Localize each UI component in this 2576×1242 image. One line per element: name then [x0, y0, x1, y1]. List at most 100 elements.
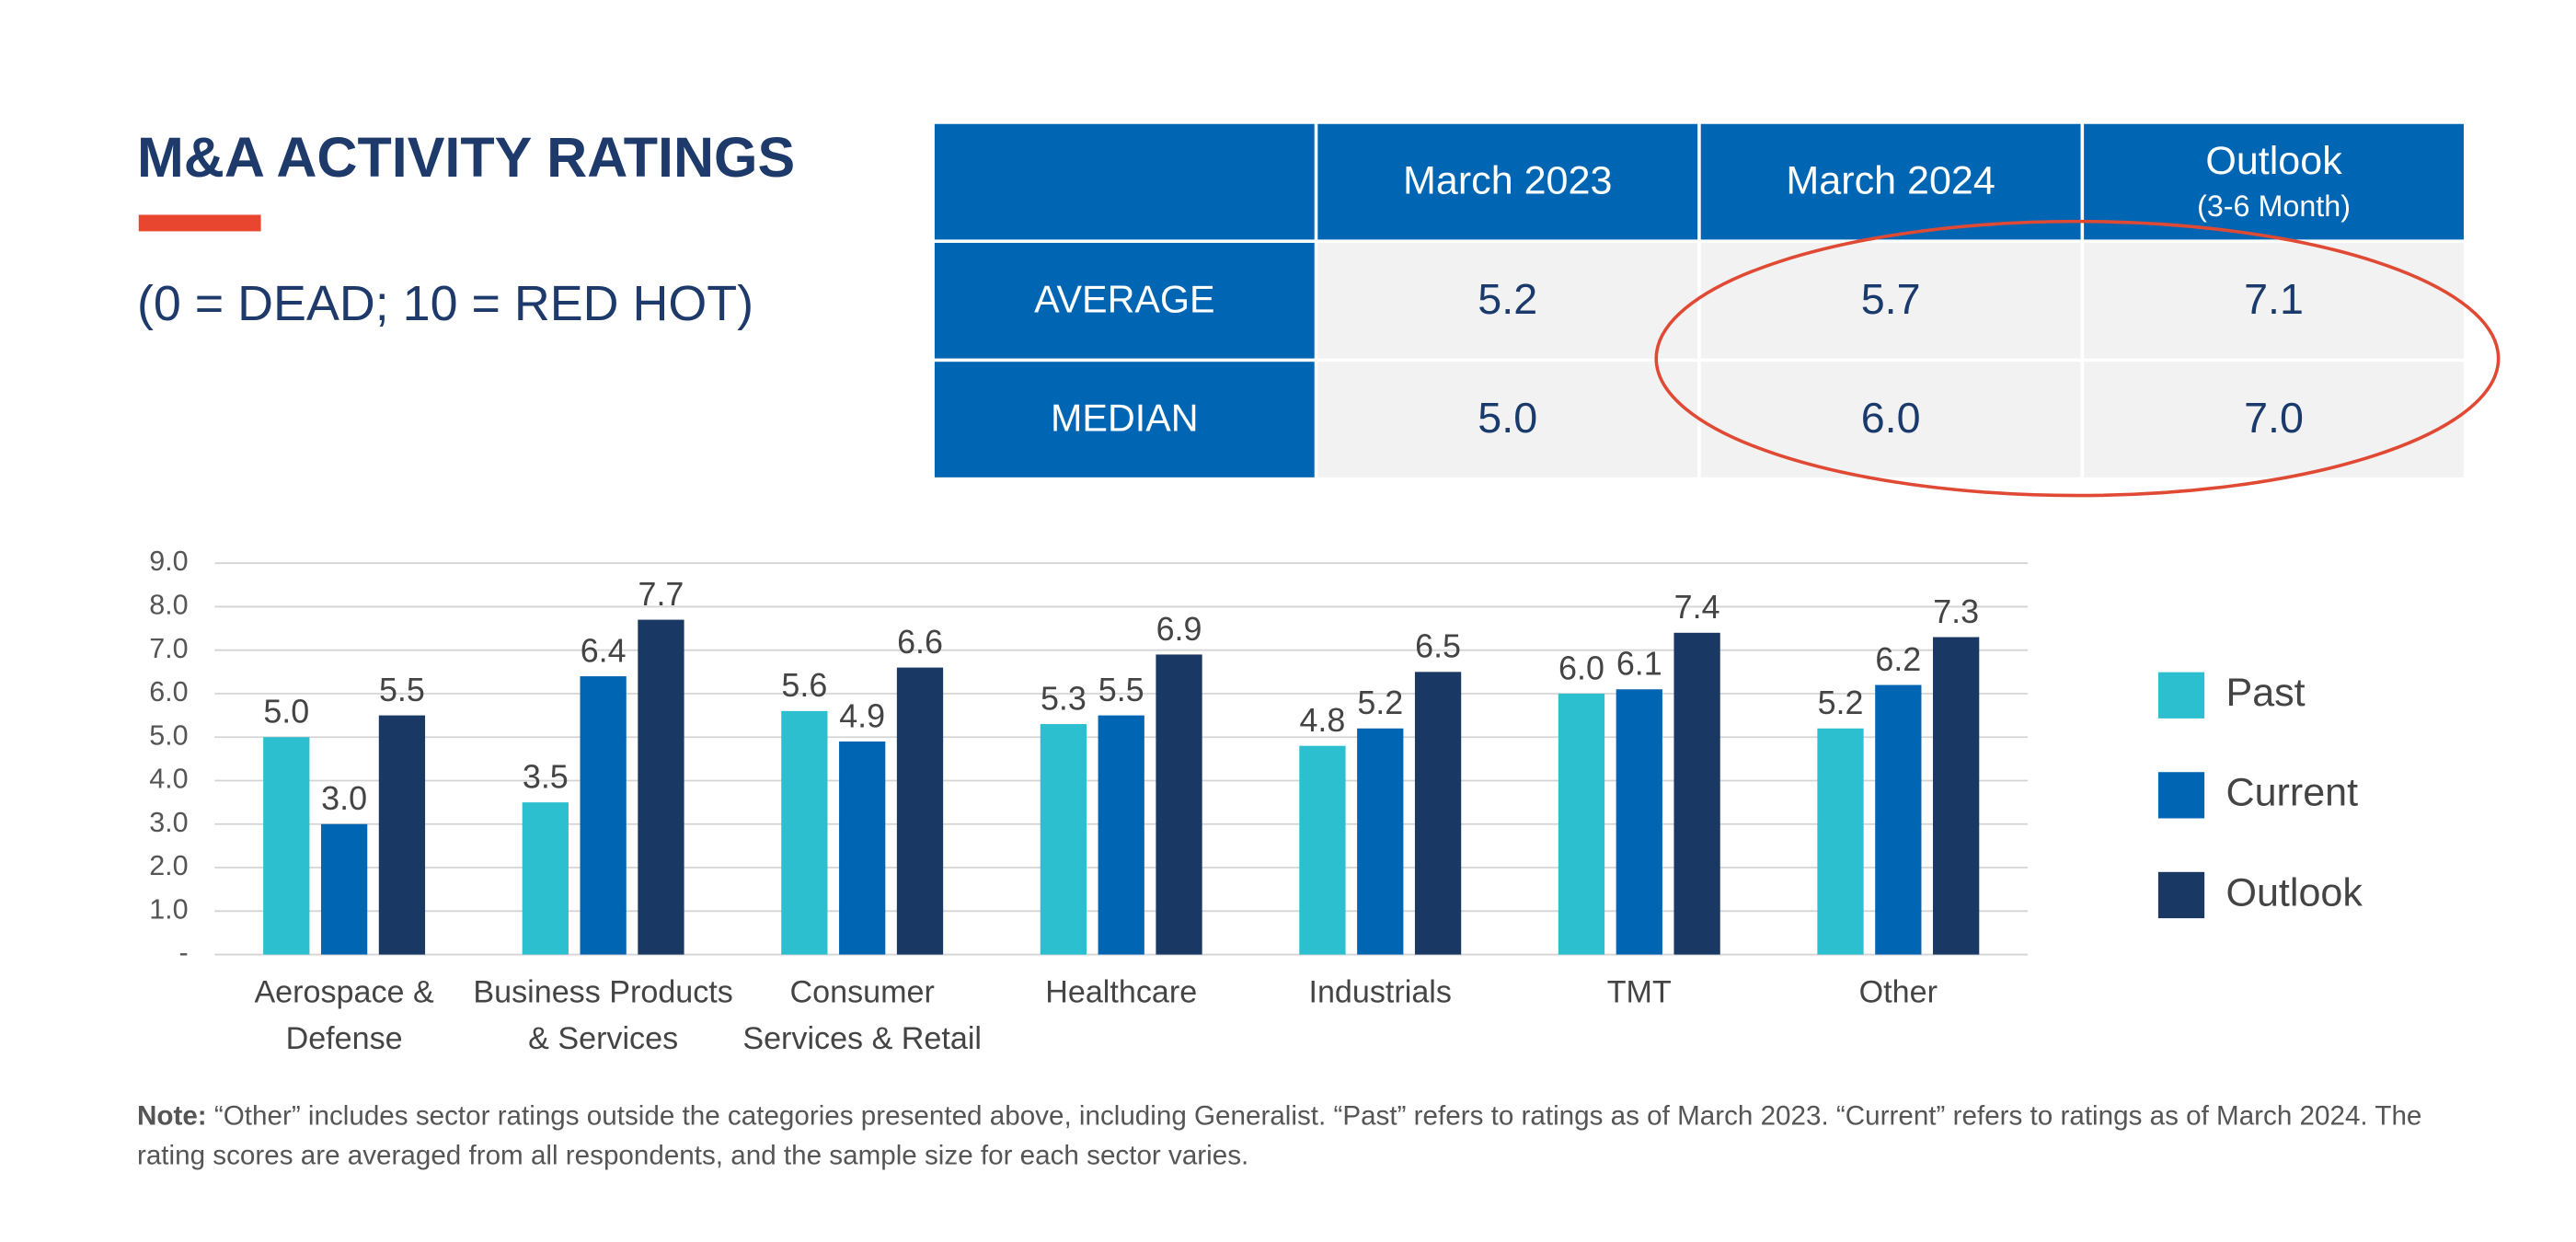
table-row-label: AVERAGE: [1034, 278, 1214, 320]
x-tick-label-box: Industrials: [1308, 975, 1452, 1011]
value-label: 4.9: [839, 697, 885, 734]
table-header-cell: [2084, 123, 2464, 240]
table-row-label-cell: [934, 362, 1315, 477]
bar: [1817, 728, 1864, 955]
y-tick-label: 8.0: [149, 590, 188, 621]
legend-swatch: [2157, 772, 2205, 819]
bar: [522, 802, 569, 955]
chart: - 1.0 2.0 3.0 4.0 5.0 6.0 7.0 8.0 9.0 Aerospace & …: [149, 546, 2363, 1057]
bar: [1616, 689, 1662, 955]
value-label: 5.5: [379, 672, 425, 708]
table-value: 7.1: [2244, 275, 2304, 323]
note: Note: “Other” includes sector ratings ou…: [137, 1097, 2482, 1176]
value-label: 6.6: [897, 624, 943, 661]
table-header-cell: [1700, 123, 2081, 240]
title: M&A ACTIVITY RATINGS: [137, 126, 795, 189]
x-tick-label: TMT: [1606, 975, 1672, 1011]
note-box: Note: “Other” includes sector ratings ou…: [137, 1097, 2482, 1176]
table-value: 5.0: [1478, 394, 1537, 442]
x-tick-label-box: TMT: [1606, 975, 1672, 1011]
value-label: 3.0: [321, 780, 367, 817]
table-value: 5.2: [1478, 275, 1537, 323]
x-tick-label-box: Healthcare: [1045, 975, 1198, 1011]
legend-label: Past: [2225, 671, 2305, 715]
value-label: 5.2: [1357, 684, 1403, 721]
table-row-label: MEDIAN: [1051, 397, 1199, 440]
value-label: 5.3: [1041, 680, 1087, 717]
value-label: 6.4: [581, 632, 627, 669]
value-label: 5.5: [1098, 672, 1144, 708]
bar: [839, 741, 886, 955]
value-label: 5.2: [1818, 684, 1864, 721]
legend-label: Current: [2225, 771, 2358, 815]
x-tick-label-box: Business Products & Services: [473, 975, 733, 1057]
value-label: 6.2: [1875, 641, 1921, 678]
x-tick-label: Other: [1858, 975, 1938, 1011]
table-cell: [1317, 242, 1698, 359]
bar: [1933, 637, 1980, 955]
bar: [781, 710, 828, 955]
highlight-ellipse: [1654, 219, 2501, 498]
x-tick-label: Healthcare: [1045, 975, 1198, 1011]
table-value: 5.7: [1861, 275, 1921, 323]
bar: [1299, 745, 1346, 955]
value-label: 4.8: [1299, 702, 1345, 739]
value-label: 6.5: [1415, 628, 1461, 665]
x-tick-label: Industrials: [1308, 975, 1452, 1011]
table-value: 7.0: [2244, 394, 2304, 442]
x-tick-label: Aerospace & Defense: [254, 975, 434, 1057]
x-tick-label: Business Products & Services: [473, 975, 733, 1057]
table-cell: [1317, 362, 1698, 477]
bar: [1414, 672, 1462, 955]
table-header: March 2023: [1403, 159, 1612, 203]
y-tick-label: 1.0: [149, 893, 188, 925]
table-corner: [934, 123, 1315, 240]
value-label: 7.7: [638, 576, 684, 613]
table-cell: [1700, 362, 2081, 477]
note-text: “Other” includes sector ratings outside …: [136, 1101, 2422, 1171]
table-cell: [2084, 242, 2464, 359]
x-tick-label-box: Other: [1858, 975, 1938, 1011]
table-value: 6.0: [1861, 394, 1921, 442]
y-tick-label: 6.0: [149, 676, 188, 707]
value-label: 5.0: [263, 694, 309, 730]
value-label: 7.3: [1933, 593, 1979, 630]
table-header-note: (3-6 Month): [2197, 190, 2351, 223]
subtitle: (0 = DEAD; 10 = RED HOT): [137, 276, 753, 331]
y-tick-label: 7.0: [149, 633, 188, 664]
bar: [263, 737, 310, 955]
table-header: March 2024: [1786, 159, 1995, 203]
y-tick-label: 9.0: [149, 546, 188, 577]
value-label: 3.5: [523, 758, 569, 795]
x-tick-label: Consumer Services & Retail: [742, 975, 982, 1057]
x-tick-label-box: Consumer Services & Retail: [742, 975, 982, 1057]
legend-swatch: [2157, 871, 2205, 919]
bar: [638, 619, 684, 955]
y-tick-label: 4.0: [149, 764, 188, 795]
bar: [896, 667, 944, 955]
value-label: 5.6: [781, 667, 827, 704]
title-accent: [138, 214, 261, 232]
bar: [1040, 724, 1087, 955]
table-header: Outlook: [2205, 139, 2342, 183]
bar: [1875, 684, 1922, 955]
table-cell: [2084, 362, 2464, 477]
legend-swatch: [2157, 672, 2205, 719]
table-row-label-cell: [934, 242, 1315, 359]
table-cell: [1700, 242, 2081, 359]
bar: [1357, 728, 1404, 955]
y-tick-label: -: [178, 937, 188, 969]
y-tick-label: 5.0: [149, 719, 188, 751]
x-tick-label-box: Aerospace & Defense: [254, 975, 434, 1057]
table: March 2023 March 2024 Outlook (3-6 Month) AV…: [934, 123, 2464, 477]
value-label: 7.4: [1674, 589, 1720, 626]
value-label: 6.9: [1156, 611, 1202, 648]
bar: [1156, 654, 1202, 955]
bar: [1673, 632, 1720, 955]
note-label: Note:: [136, 1101, 207, 1132]
legend-label: Outlook: [2225, 870, 2363, 914]
table-header-cell: [1317, 123, 1698, 240]
bar: [580, 676, 627, 955]
y-tick-label: 3.0: [149, 807, 188, 838]
